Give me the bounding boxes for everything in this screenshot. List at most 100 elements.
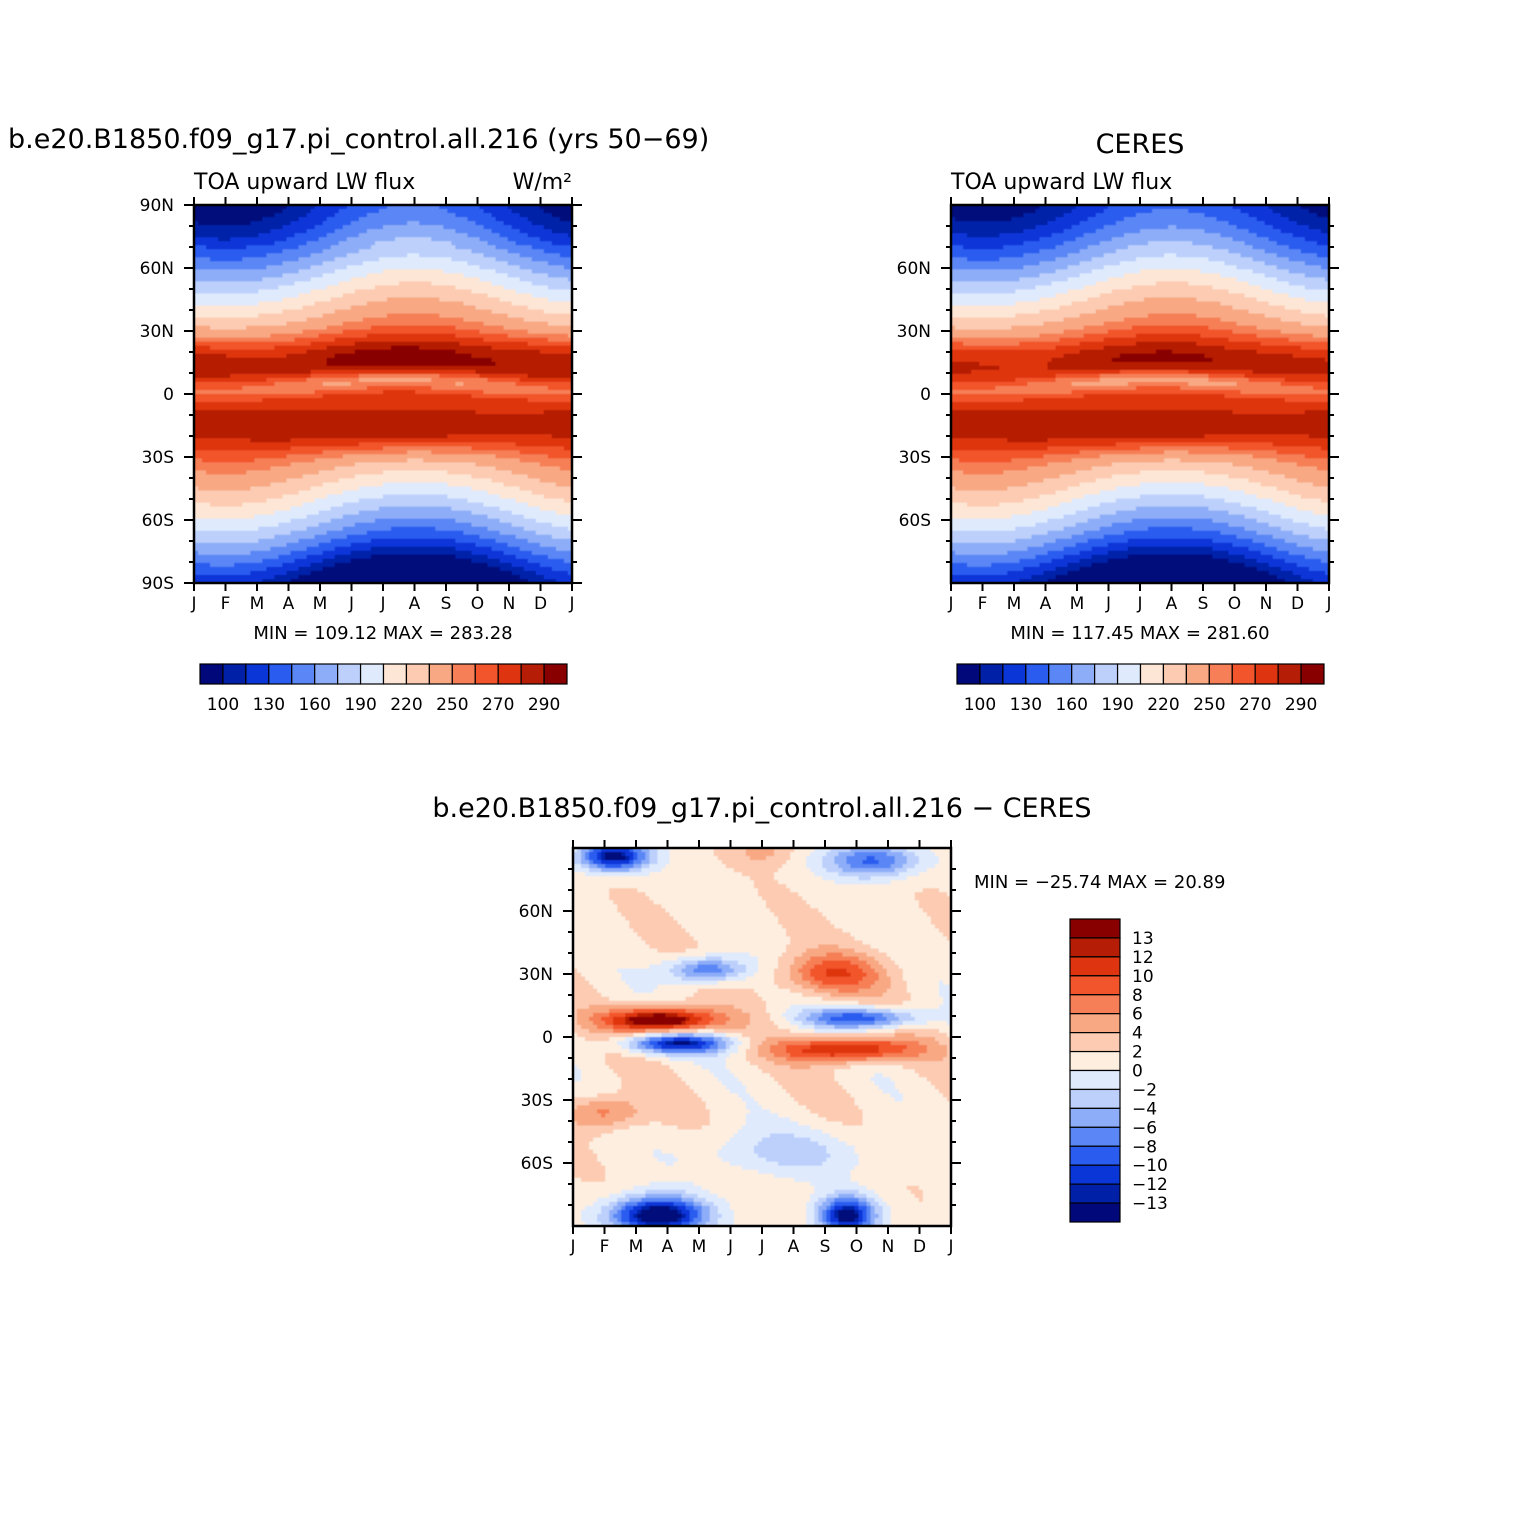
contour-cell — [1268, 570, 1294, 576]
contour-cell — [1212, 518, 1258, 524]
contour-cell — [194, 345, 211, 351]
colorbar-box — [268, 663, 293, 685]
contour-cell — [1208, 377, 1250, 383]
contour-cell — [870, 1205, 876, 1211]
contour-cell — [573, 964, 650, 970]
contour-cell — [918, 1053, 948, 1058]
contour-cell — [1135, 506, 1209, 512]
contour-cell — [697, 1020, 711, 1026]
contour-cell — [471, 550, 505, 556]
contour-cell — [934, 864, 952, 869]
contour-cell — [967, 502, 1000, 508]
contour-cell — [838, 1081, 876, 1086]
contour-cell — [543, 249, 573, 254]
contour-cell — [951, 385, 996, 391]
contour-cell — [358, 486, 473, 492]
contour-cell — [938, 988, 952, 994]
colorbar-label: 6 — [1132, 1005, 1143, 1025]
contour-cell — [589, 852, 598, 857]
contour-cell — [709, 1121, 747, 1127]
contour-cell — [479, 329, 529, 335]
contour-cell — [665, 1041, 675, 1046]
contour-cell — [1256, 558, 1286, 564]
contour-cell — [902, 976, 952, 982]
contour-cell — [1316, 253, 1330, 258]
contour-cell — [802, 1008, 823, 1014]
contour-cell — [733, 968, 747, 974]
contour-cell — [573, 948, 659, 954]
contour-cell — [629, 868, 642, 873]
colorbar-box — [245, 663, 270, 685]
contour-cell — [455, 538, 497, 544]
contour-cell — [826, 916, 932, 921]
contour-cell — [1127, 381, 1189, 387]
contour-cell — [1107, 550, 1230, 556]
contour-cell — [314, 301, 368, 307]
contour-cell — [573, 1161, 602, 1167]
contour-cell — [850, 972, 868, 978]
contour-cell — [511, 225, 545, 230]
contour-cell — [194, 462, 292, 467]
contour-cell — [519, 377, 573, 383]
contour-cell — [322, 558, 352, 564]
contour-cell — [350, 550, 473, 556]
contour-cell — [814, 964, 860, 970]
contour-cell — [657, 856, 671, 861]
contour-cell — [677, 1157, 723, 1163]
contour-cell — [657, 984, 779, 990]
contour-cell — [834, 880, 892, 885]
contour-cell — [1284, 398, 1330, 403]
contour-cell — [471, 249, 509, 254]
contour-cell — [547, 385, 573, 391]
contour-cell — [951, 273, 1041, 278]
contour-cell — [573, 916, 626, 921]
contour-cell — [601, 1209, 610, 1215]
x-tick-label: M — [692, 1237, 707, 1257]
contour-cell — [741, 1032, 896, 1038]
contour-cell — [762, 1137, 811, 1143]
contour-cell — [882, 1217, 892, 1223]
contour-cell — [774, 872, 815, 877]
contour-cell — [999, 502, 1061, 508]
contour-cell — [745, 1085, 783, 1090]
contour-cell — [527, 538, 573, 544]
contour-cell — [757, 1169, 852, 1175]
contour-cell — [681, 1077, 719, 1082]
contour-cell — [778, 916, 827, 921]
contour-cell — [475, 462, 541, 467]
contour-cell — [194, 562, 211, 568]
contour-cell — [1248, 546, 1278, 552]
contour-cell — [737, 1129, 823, 1135]
contour-cell — [573, 1020, 578, 1026]
contour-cell — [605, 856, 626, 861]
contour-cell — [1324, 526, 1330, 532]
contour-cell — [1232, 410, 1306, 415]
contour-cell — [573, 1065, 578, 1070]
contour-cell — [539, 506, 573, 512]
contour-cell — [633, 1105, 707, 1110]
contour-cell — [551, 434, 573, 439]
contour-cell — [194, 530, 292, 536]
contour-cell — [613, 1221, 622, 1227]
contour-cell — [605, 1173, 775, 1179]
contour-cell — [1031, 534, 1073, 540]
contour-cell — [637, 1109, 711, 1114]
contour-cell — [1256, 217, 1290, 222]
contour-cell — [1135, 213, 1205, 218]
contour-cell — [350, 277, 481, 282]
contour-cell — [669, 968, 683, 974]
contour-cell — [806, 1016, 819, 1022]
contour-cell — [573, 1169, 606, 1175]
contour-cell — [701, 1205, 711, 1211]
contour-cell — [342, 526, 392, 532]
contour-cell — [874, 1081, 896, 1086]
colorbar-label: 13 — [1132, 929, 1154, 949]
contour-cell — [814, 1205, 819, 1211]
contour-cell — [766, 904, 811, 909]
contour-cell — [959, 458, 1012, 463]
contour-cell — [1107, 205, 1234, 210]
contour-cell — [951, 522, 1037, 528]
contour-cell — [951, 454, 1045, 459]
contour-cell — [1055, 490, 1101, 496]
contour-cell — [850, 1177, 952, 1183]
